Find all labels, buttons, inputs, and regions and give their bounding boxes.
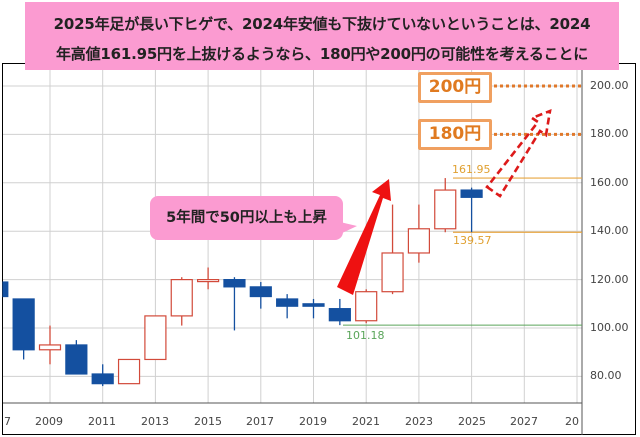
callout-tail	[340, 222, 357, 234]
candle-body	[249, 286, 272, 298]
callout-bubble: 5年間で50円以上も上昇	[150, 196, 343, 240]
x-tick-label: 2027	[510, 415, 538, 428]
target-label-180: 180円	[418, 119, 492, 150]
y-tick-label: 120.00	[590, 272, 629, 286]
forecast-arrow-icon	[485, 108, 552, 198]
candle-body	[276, 298, 299, 307]
candle-body	[91, 373, 114, 385]
x-tick-label: 2023	[405, 415, 433, 428]
candle-body	[144, 315, 167, 361]
y-tick-label: 140.00	[590, 224, 629, 238]
headline-line-1: 2025年足が長い下ヒゲで、2024年安値も下抜けていないということは、2024	[53, 15, 591, 33]
candle-body	[65, 344, 88, 375]
candle-body	[117, 358, 141, 385]
headline-line-2: 年高値161.95円を上抜けるようなら、180円や200円の可能性を考えることに	[55, 45, 589, 63]
x-tick-label: 2009	[35, 415, 63, 428]
x-tick-label: 2025	[458, 415, 486, 428]
candle-body	[328, 308, 351, 322]
candle-body	[12, 298, 35, 351]
x-tick-label: 7	[4, 415, 11, 428]
x-tick-label: 2017	[246, 415, 274, 428]
y-tick-label: 180.00	[590, 127, 629, 141]
annotation-high-2024: 161.95	[452, 163, 491, 176]
candle-body	[302, 303, 325, 307]
candle-body	[434, 189, 457, 230]
candle-body	[38, 344, 62, 351]
y-tick-label: 100.00	[590, 321, 629, 334]
candle-body	[197, 279, 220, 283]
target-label-200: 200円	[418, 72, 492, 103]
annotation-low-2024: 139.57	[453, 234, 492, 247]
y-tick-label: 200.00	[590, 79, 629, 92]
y-tick-label: 80.00	[590, 369, 622, 383]
x-tick-label: 2021	[352, 415, 380, 428]
candle-body	[381, 252, 404, 293]
candle-body	[223, 279, 246, 288]
x-tick-label: 2013	[141, 415, 169, 428]
rising-arrow-icon	[337, 179, 391, 295]
x-tick-label: 20	[565, 415, 579, 428]
headline-banner: 2025年足が長い下ヒゲで、2024年安値も下抜けていないということは、2024…	[25, 2, 619, 70]
x-tick-label: 2015	[194, 415, 222, 428]
x-tick-label: 2011	[88, 415, 116, 428]
candle-body	[355, 291, 378, 322]
candle-body	[170, 279, 193, 317]
candle-body	[407, 228, 430, 254]
x-tick-label: 2019	[299, 415, 327, 428]
candle-body	[460, 189, 483, 198]
annotation-low-2020: 101.18	[346, 329, 385, 342]
y-tick-label: 160.00	[590, 175, 629, 189]
candle-body	[2, 281, 9, 298]
